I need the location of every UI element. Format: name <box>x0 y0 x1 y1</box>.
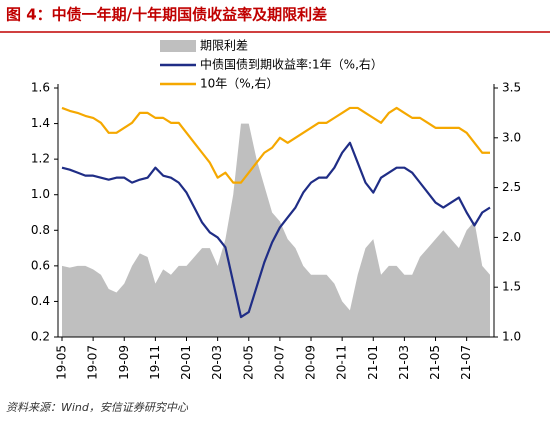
y-tick-label: 1.2 <box>31 152 50 166</box>
y-tick-label: 0.8 <box>31 223 50 237</box>
x-tick-label: 21-01 <box>366 345 380 380</box>
legend-label: 中债国债到期收益率:1年（%,右） <box>200 57 383 72</box>
y-tick-label: 1.6 <box>31 81 50 95</box>
y2-tick-label: 3.0 <box>502 130 521 144</box>
x-tick-label: 19-07 <box>86 345 100 380</box>
series-line <box>61 141 491 319</box>
x-tick-label: 20-07 <box>272 345 286 380</box>
x-tick-label: 19-11 <box>148 345 162 380</box>
legend-label: 期限利差 <box>200 39 248 53</box>
legend-label: 10年（%,右） <box>200 76 279 91</box>
x-tick-label: 21-05 <box>428 345 442 380</box>
y2-tick-label: 1.0 <box>502 330 521 344</box>
spread-area <box>62 123 490 337</box>
y2-tick-label: 1.5 <box>502 280 521 294</box>
x-tick-label: 20-09 <box>304 345 318 380</box>
y-tick-label: 0.6 <box>31 258 50 272</box>
x-tick-label: 21-07 <box>459 345 473 380</box>
y-tick-label: 0.2 <box>31 330 50 344</box>
y-tick-label: 0.4 <box>31 294 50 308</box>
x-tick-label: 21-03 <box>397 345 411 380</box>
x-tick-label: 20-01 <box>179 345 193 380</box>
x-tick-label: 20-11 <box>335 345 349 380</box>
y2-tick-label: 2.5 <box>502 180 521 194</box>
chart-title: 图 4：中债一年期/十年期国债收益率及期限利差 <box>6 6 327 24</box>
y2-tick-label: 2.0 <box>502 230 521 244</box>
x-tick-label: 19-05 <box>55 345 69 380</box>
source-note: 资料来源：Wind，安信证券研究中心 <box>6 401 189 414</box>
y2-tick-label: 3.5 <box>502 81 521 95</box>
y-tick-label: 1.4 <box>31 116 50 130</box>
x-tick-label: 20-03 <box>210 345 224 380</box>
x-tick-label: 19-09 <box>117 345 131 380</box>
series-line <box>61 106 490 184</box>
legend-swatch <box>160 40 196 52</box>
x-tick-label: 20-05 <box>241 345 255 380</box>
y-tick-label: 1.0 <box>31 187 50 201</box>
